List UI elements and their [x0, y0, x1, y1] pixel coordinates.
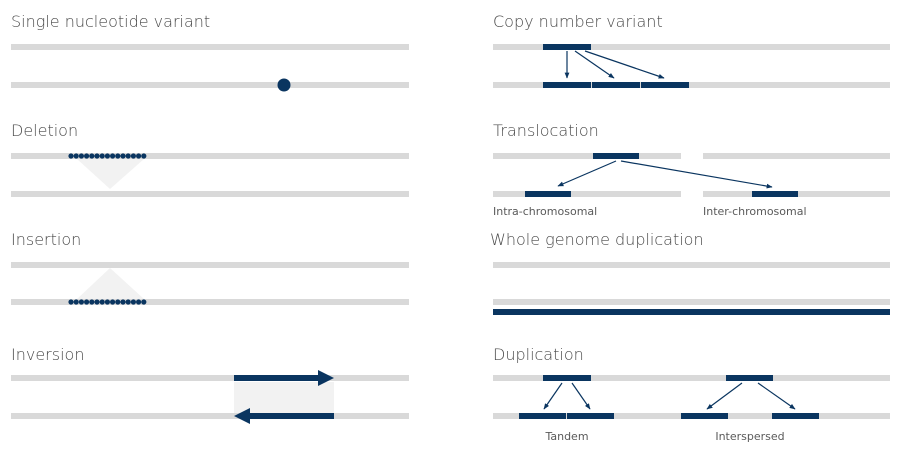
panel-title-inversion: Inversion — [11, 345, 84, 364]
nucleotide-bead — [130, 153, 136, 159]
nucleotide-bead — [84, 299, 90, 305]
reference-chromosome — [493, 262, 890, 268]
panel-duplication: Duplication Tandem Interspersed — [493, 345, 890, 443]
panel-wgd: Whole genome duplication — [490, 230, 890, 315]
forward-segment — [234, 375, 320, 381]
duplicated-genome — [493, 309, 890, 315]
insertion-shade — [77, 268, 144, 299]
reference-chromosome — [11, 262, 409, 268]
nucleotide-bead — [125, 299, 131, 305]
nucleotide-bead — [73, 299, 79, 305]
copy-segment — [592, 82, 640, 88]
inversion-shade — [234, 382, 334, 416]
inserted-segment — [68, 299, 147, 305]
inverted-arrow-head — [234, 408, 250, 424]
tandem-source-segment — [543, 375, 591, 381]
nucleotide-bead — [104, 153, 110, 159]
tandem-label: Tandem — [544, 430, 588, 443]
nucleotide-bead — [115, 299, 121, 305]
duplication-arrow — [706, 382, 743, 410]
inter-chromosomal-segment — [752, 191, 798, 197]
nucleotide-bead — [99, 299, 105, 305]
panel-title-translocation: Translocation — [493, 121, 599, 140]
translocation-arrow — [620, 160, 773, 189]
copy-arrow — [584, 50, 665, 79]
reference-chromosome — [493, 375, 890, 381]
panel-translocation: Translocation Intra-chromosomal Inter-ch… — [493, 121, 890, 218]
reference-chromosome-1 — [493, 153, 681, 159]
duplication-arrow — [757, 382, 796, 410]
interspersed-copy-segment — [772, 413, 819, 419]
panel-title-deletion: Deletion — [11, 121, 78, 140]
nucleotide-bead — [104, 299, 110, 305]
panel-title-duplication: Duplication — [493, 345, 584, 364]
intra-chromosomal-label: Intra-chromosomal — [493, 205, 597, 218]
intra-chromosomal-segment — [525, 191, 571, 197]
tandem-copy-segment — [519, 413, 566, 419]
panel-insertion: Insertion — [11, 230, 409, 305]
nucleotide-bead — [89, 153, 95, 159]
nucleotide-bead — [141, 153, 147, 159]
nucleotide-bead — [110, 299, 116, 305]
nucleotide-bead — [120, 299, 126, 305]
inter-chromosomal-label: Inter-chromosomal — [703, 205, 807, 218]
nucleotide-bead — [89, 299, 95, 305]
nucleotide-bead — [78, 299, 84, 305]
nucleotide-bead — [136, 153, 142, 159]
nucleotide-bead — [125, 153, 131, 159]
tandem-copy-segment — [567, 413, 614, 419]
variant-chromosome-1 — [493, 191, 681, 197]
panel-inversion: Inversion — [11, 345, 409, 424]
nucleotide-bead — [78, 153, 84, 159]
reference-chromosome — [11, 153, 409, 159]
panel-snv: Single nucleotide variant — [11, 12, 409, 92]
interspersed-label: Interspersed — [715, 430, 784, 443]
nucleotide-bead — [94, 153, 100, 159]
reference-chromosome — [493, 44, 890, 50]
variant-chromosome — [493, 299, 890, 305]
duplication-arrow — [543, 382, 563, 410]
variant-chromosome — [11, 191, 409, 197]
panel-title-wgd: Whole genome duplication — [490, 230, 704, 249]
nucleotide-bead — [120, 153, 126, 159]
variant-chromosome — [11, 299, 409, 305]
nucleotide-bead — [130, 299, 136, 305]
nucleotide-bead — [141, 299, 147, 305]
nucleotide-bead — [68, 299, 74, 305]
variant-chromosome — [11, 413, 409, 419]
forward-arrow-head — [318, 370, 334, 386]
interspersed-copy-segment — [681, 413, 728, 419]
translocation-arrow — [557, 160, 617, 187]
reference-chromosome — [11, 44, 409, 50]
duplication-arrow — [571, 382, 591, 410]
source-segment — [543, 44, 591, 50]
variant-chromosome — [11, 82, 409, 88]
panel-cnv: Copy number variant — [493, 12, 890, 88]
copy-arrow — [574, 50, 615, 79]
inverted-segment — [248, 413, 334, 419]
nucleotide-bead — [68, 153, 74, 159]
panel-title-cnv: Copy number variant — [493, 12, 663, 31]
variant-chromosome — [493, 82, 890, 88]
copy-segment — [641, 82, 689, 88]
point-mutation-marker — [277, 78, 291, 92]
nucleotide-bead — [94, 299, 100, 305]
nucleotide-bead — [115, 153, 121, 159]
nucleotide-bead — [73, 153, 79, 159]
reference-chromosome-2 — [703, 153, 890, 159]
nucleotide-bead — [136, 299, 142, 305]
nucleotide-bead — [110, 153, 116, 159]
nucleotide-bead — [84, 153, 90, 159]
panel-title-snv: Single nucleotide variant — [11, 12, 210, 31]
interspersed-source-segment — [726, 375, 773, 381]
panel-deletion: Deletion — [11, 121, 409, 197]
panel-title-insertion: Insertion — [11, 230, 81, 249]
reference-chromosome — [11, 375, 409, 381]
deletion-shade — [77, 159, 144, 189]
source-segment — [593, 153, 639, 159]
deleted-segment — [68, 153, 147, 159]
nucleotide-bead — [99, 153, 105, 159]
copy-segment — [543, 82, 591, 88]
